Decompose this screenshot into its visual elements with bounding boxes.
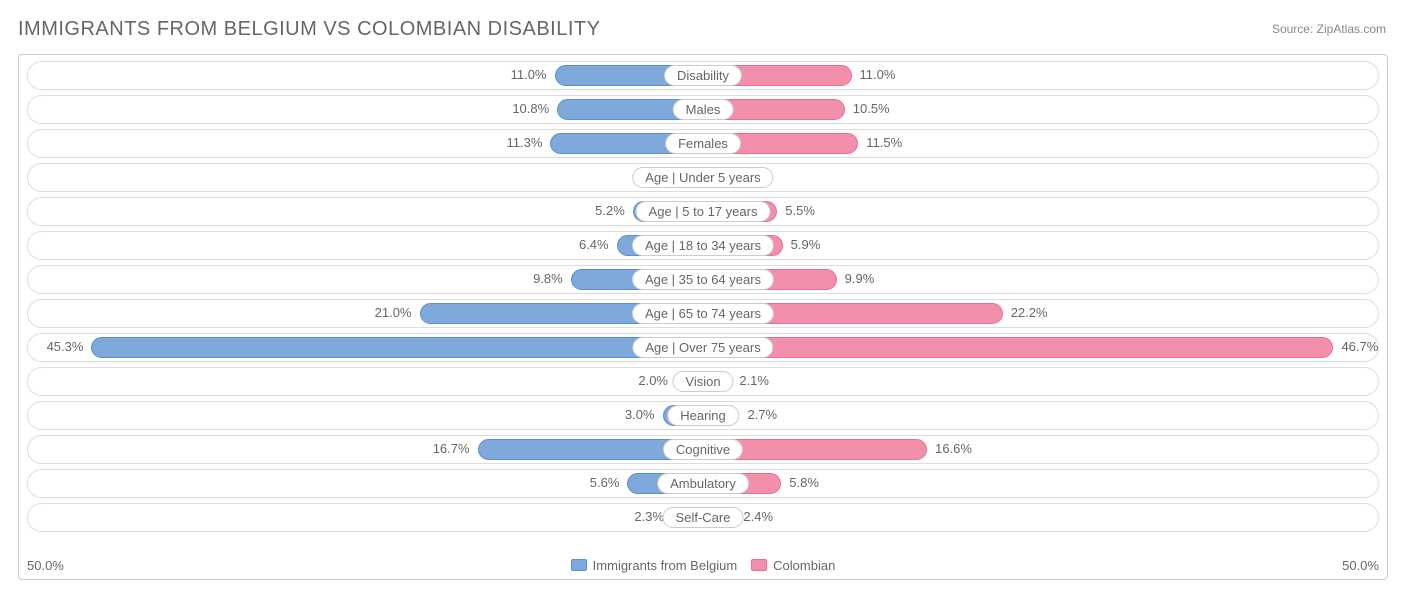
value-right: 2.1% [739, 373, 769, 388]
category-label: Males [673, 99, 734, 120]
value-right: 22.2% [1011, 305, 1048, 320]
chart-footer: 50.0% Immigrants from Belgium Colombian … [27, 555, 1379, 575]
value-left: 9.8% [533, 271, 563, 286]
legend-swatch-right [751, 559, 767, 571]
source-attribution: Source: ZipAtlas.com [1272, 22, 1386, 36]
category-label: Age | Over 75 years [632, 337, 773, 358]
bar-right [703, 337, 1333, 358]
chart-row: 5.2% 5.5% Age | 5 to 17 years [27, 197, 1379, 226]
value-left: 5.6% [590, 475, 620, 490]
value-left: 11.0% [511, 67, 547, 82]
value-right: 5.8% [789, 475, 819, 490]
chart-container: 11.0% 11.0% Disability 10.8% 10.5% Males 11.3%… [18, 54, 1388, 580]
legend-label-right: Colombian [773, 558, 835, 573]
value-left: 11.3% [507, 135, 543, 150]
category-label: Age | 35 to 64 years [632, 269, 774, 290]
value-right: 5.5% [785, 203, 815, 218]
value-left: 6.4% [579, 237, 609, 252]
chart-row: 1.3%1.2%Age | Under 5 years [27, 163, 1379, 192]
value-left: 45.3% [47, 339, 84, 354]
axis-right-max: 50.0% [1342, 558, 1379, 573]
category-label: Cognitive [663, 439, 743, 460]
value-left: 2.0% [638, 373, 668, 388]
chart-row: 11.0% 11.0% Disability [27, 61, 1379, 90]
value-left: 16.7% [433, 441, 470, 456]
value-right: 11.0% [860, 67, 896, 82]
chart-row: 3.0% 2.7% Hearing [27, 401, 1379, 430]
legend: Immigrants from Belgium Colombian [571, 558, 836, 573]
chart-row: 2.0% 2.1% Vision [27, 367, 1379, 396]
value-right: 11.5% [866, 135, 902, 150]
value-right: 5.9% [791, 237, 821, 252]
chart-row: 9.8% 9.9% Age | 35 to 64 years [27, 265, 1379, 294]
category-label: Age | 5 to 17 years [636, 201, 771, 222]
legend-label-left: Immigrants from Belgium [593, 558, 737, 573]
value-left: 2.3% [634, 509, 664, 524]
value-right: 46.7% [1341, 339, 1378, 354]
chart-row: 11.3% 11.5% Females [27, 129, 1379, 158]
chart-row: 6.4% 5.9% Age | 18 to 34 years [27, 231, 1379, 260]
chart-title: IMMIGRANTS FROM BELGIUM VS COLOMBIAN DIS… [18, 18, 600, 41]
chart-row: 45.3% 46.7% Age | Over 75 years [27, 333, 1379, 362]
chart-row: 5.6% 5.8% Ambulatory [27, 469, 1379, 498]
value-left: 10.8% [512, 101, 549, 116]
value-right: 2.7% [747, 407, 777, 422]
category-label: Disability [664, 65, 742, 86]
category-label: Age | Under 5 years [632, 167, 773, 188]
category-label: Self-Care [663, 507, 744, 528]
category-label: Ambulatory [657, 473, 749, 494]
axis-left-max: 50.0% [27, 558, 64, 573]
value-right: 9.9% [845, 271, 875, 286]
category-label: Vision [672, 371, 733, 392]
value-right: 2.4% [743, 509, 773, 524]
value-right: 16.6% [935, 441, 972, 456]
chart-row: 10.8% 10.5% Males [27, 95, 1379, 124]
chart-row: 2.3% 2.4%Self-Care [27, 503, 1379, 532]
chart-row: 16.7% 16.6% Cognitive [27, 435, 1379, 464]
value-left: 5.2% [595, 203, 625, 218]
chart-row: 21.0% 22.2% Age | 65 to 74 years [27, 299, 1379, 328]
legend-item-right: Colombian [751, 558, 835, 573]
category-label: Age | 18 to 34 years [632, 235, 774, 256]
category-label: Hearing [667, 405, 739, 426]
bar-left [91, 337, 703, 358]
category-label: Females [665, 133, 741, 154]
legend-swatch-left [571, 559, 587, 571]
value-right: 10.5% [853, 101, 890, 116]
value-left: 3.0% [625, 407, 655, 422]
legend-item-left: Immigrants from Belgium [571, 558, 737, 573]
category-label: Age | 65 to 74 years [632, 303, 774, 324]
value-left: 21.0% [375, 305, 412, 320]
